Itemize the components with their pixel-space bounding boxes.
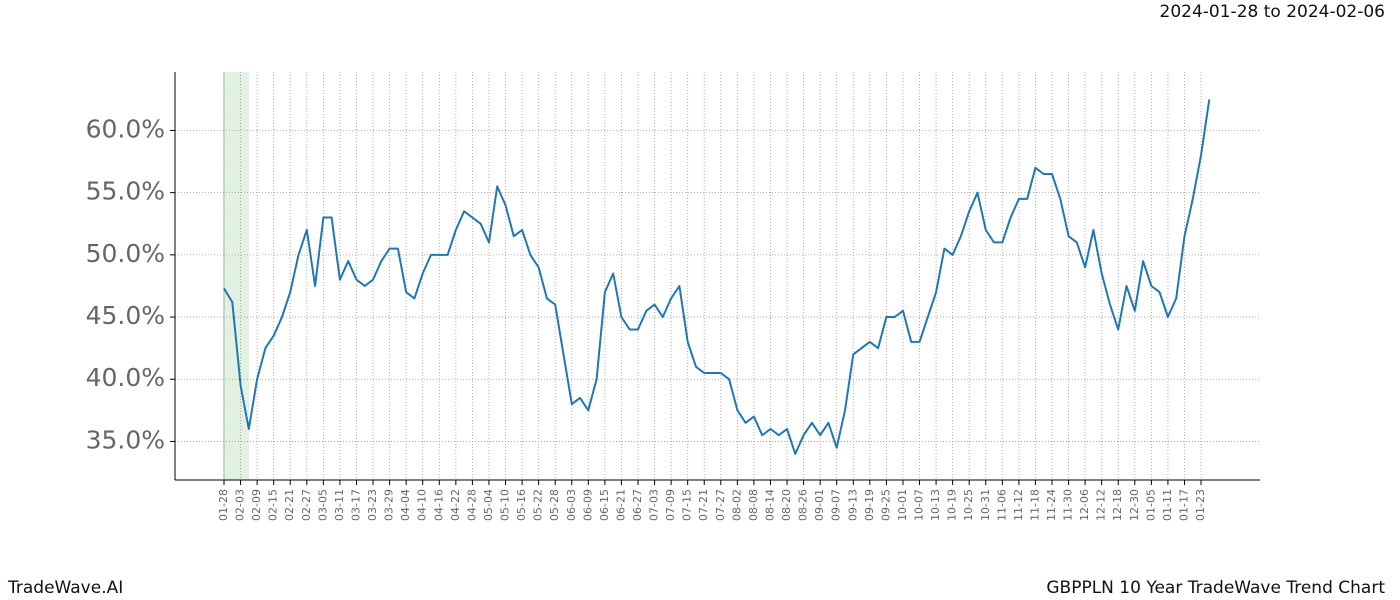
x-tick-label: 08-26 <box>797 489 810 521</box>
x-tick-label: 05-16 <box>515 489 528 521</box>
x-tick-label: 07-09 <box>664 489 677 521</box>
x-tick-label: 04-22 <box>449 489 462 521</box>
x-tick-label: 01-11 <box>1161 489 1174 521</box>
chart-title: GBPPLN 10 Year TradeWave Trend Chart <box>1046 578 1385 598</box>
x-tick-label: 10-19 <box>946 489 959 521</box>
x-tick-label: 09-25 <box>879 489 892 521</box>
x-tick-label: 10-31 <box>979 489 992 521</box>
x-tick-label: 10-13 <box>929 489 942 521</box>
x-tick-label: 03-29 <box>383 489 396 521</box>
x-tick-label: 03-23 <box>366 489 379 521</box>
x-tick-label: 07-03 <box>648 489 661 521</box>
x-tick-label: 12-30 <box>1128 489 1141 521</box>
x-tick-label: 02-03 <box>234 489 247 521</box>
x-tick-label: 11-18 <box>1028 489 1041 521</box>
brand: TradeWave.AI <box>7 578 123 598</box>
x-tick-label: 07-15 <box>681 489 694 521</box>
x-tick-label: 02-21 <box>283 489 296 521</box>
x-tick-label: 12-18 <box>1111 489 1124 521</box>
x-tick-label: 12-06 <box>1078 489 1091 521</box>
y-tick-label: 50.0% <box>86 239 165 268</box>
x-tick-label: 10-25 <box>962 489 975 521</box>
x-tick-label: 11-24 <box>1045 489 1058 521</box>
x-tick-label: 11-06 <box>995 489 1008 521</box>
x-tick-label: 04-10 <box>416 489 429 521</box>
x-tick-label: 10-01 <box>896 489 909 521</box>
x-tick-label: 06-15 <box>598 489 611 521</box>
x-tick-label: 09-07 <box>830 489 843 521</box>
x-tick-label: 05-28 <box>548 489 561 521</box>
x-tick-label: 06-09 <box>581 489 594 521</box>
x-tick-label: 06-27 <box>631 489 644 521</box>
x-tick-label: 09-01 <box>813 489 826 521</box>
x-tick-label: 06-21 <box>614 489 627 521</box>
y-tick-label: 35.0% <box>86 425 165 454</box>
x-tick-label: 08-02 <box>730 489 743 521</box>
x-tick-label: 05-10 <box>499 489 512 521</box>
x-tick-label: 03-11 <box>333 489 346 521</box>
x-tick-label: 05-22 <box>532 489 545 521</box>
x-tick-label: 04-16 <box>432 489 445 521</box>
x-tick-label: 11-12 <box>1012 489 1025 521</box>
x-tick-label: 09-13 <box>846 489 859 521</box>
x-tick-label: 07-21 <box>697 489 710 521</box>
x-tick-label: 02-09 <box>250 489 263 521</box>
x-tick-label: 04-28 <box>465 489 478 521</box>
x-tick-label: 12-12 <box>1095 489 1108 521</box>
date-range: 2024-01-28 to 2024-02-06 <box>1160 2 1385 22</box>
y-tick-label: 40.0% <box>86 363 165 392</box>
y-tick-label: 55.0% <box>86 177 165 206</box>
x-tick-label: 01-28 <box>217 489 230 521</box>
line <box>223 99 1211 455</box>
y-tick-label: 45.0% <box>86 301 165 330</box>
x-tick-label: 09-19 <box>863 489 876 521</box>
x-tick-label: 06-03 <box>565 489 578 521</box>
x-tick-label: 01-05 <box>1144 489 1157 521</box>
x-tick-label: 08-08 <box>747 489 760 521</box>
x-tick-label: 08-20 <box>780 489 793 521</box>
x-tick-label: 03-17 <box>349 489 362 521</box>
x-tick-label: 01-17 <box>1177 489 1190 521</box>
x-tick-label: 03-05 <box>316 489 329 521</box>
y-tick-label: 60.0% <box>86 114 165 143</box>
x-tick-label: 05-04 <box>482 489 495 521</box>
x-tick-label: 02-27 <box>300 489 313 521</box>
x-tick-label: 11-30 <box>1062 489 1075 521</box>
highlight-band <box>224 72 249 480</box>
x-tick-label: 02-15 <box>267 489 280 521</box>
x-tick-label: 01-23 <box>1194 489 1207 521</box>
x-tick-label: 07-27 <box>714 489 727 521</box>
x-tick-label: 04-04 <box>399 489 412 521</box>
x-tick-label: 10-07 <box>913 489 926 521</box>
x-tick-label: 08-14 <box>763 489 776 521</box>
